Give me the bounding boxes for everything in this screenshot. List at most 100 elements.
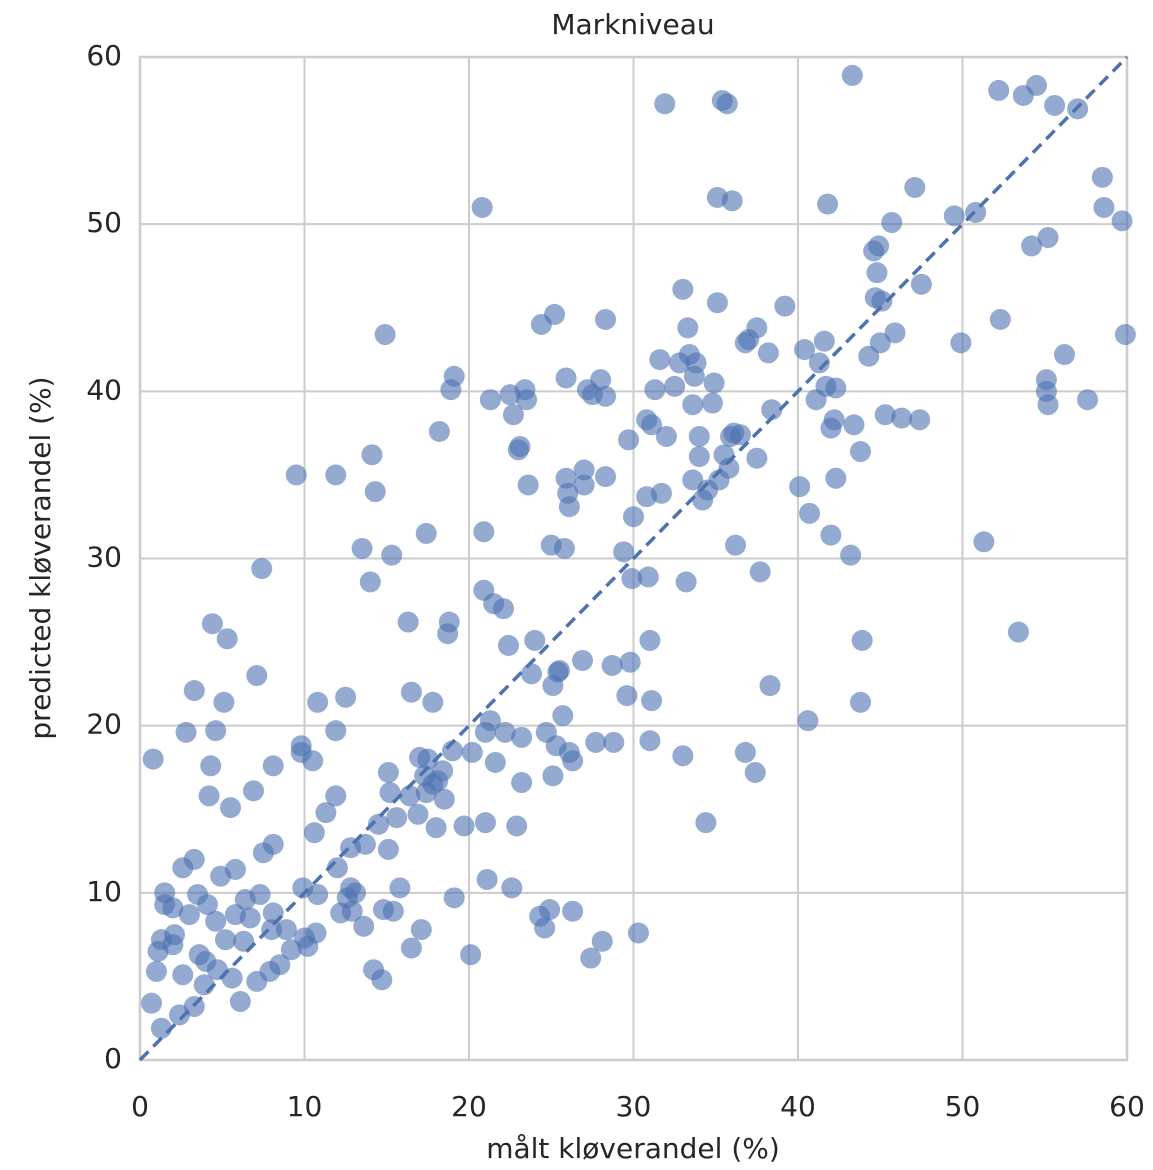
scatter-point [672,278,694,300]
scatter-point [521,663,543,685]
x-tick-label: 60 [1109,1090,1145,1123]
scatter-point [1093,196,1115,218]
scatter-point [453,815,475,837]
scatter-point [325,464,347,486]
scatter-point [374,323,396,345]
x-tick-label: 0 [131,1090,149,1123]
scatter-point [497,634,519,656]
scatter-point [178,904,200,926]
scatter-point [621,568,643,590]
scatter-point [813,330,835,352]
scatter-point [172,964,194,986]
scatter-point [654,93,676,115]
scatter-point [425,817,447,839]
scatter-point [774,295,796,317]
scatter-point [183,680,205,702]
scatter-point [558,496,580,518]
scatter-point [142,748,164,770]
scatter-point [422,691,444,713]
scatter-point [400,937,422,959]
scatter-point [761,399,783,421]
scatter-point [471,196,493,218]
scatter-point [196,894,218,916]
scatter-point [246,665,268,687]
scatter-point [386,807,408,829]
scatter-point [572,649,594,671]
scatter-point [1044,94,1066,116]
scatter-point [682,469,704,491]
scatter-point [335,686,357,708]
scatter-point [493,598,515,620]
scatter-point [789,476,811,498]
scatter-point [361,444,383,466]
scatter-point [843,414,865,436]
plot-frame [138,55,1129,1062]
y-tick-label: 40 [86,373,122,406]
scatter-point [682,394,704,416]
scatter-point [943,205,965,227]
scatter-point [305,922,327,944]
scatter-point [461,741,483,763]
scatter-point [175,721,197,743]
scatter-point [542,765,564,787]
scatter-point [162,897,184,919]
scatter-point [639,730,661,752]
x-axis-label: målt kløverandel (%) [486,1132,780,1165]
scatter-point [417,748,439,770]
scatter-point [759,675,781,697]
scatter-point [1026,74,1048,96]
scatter-point [850,691,872,713]
scatter-point [501,877,523,899]
scatter-point [432,760,454,782]
scatter-point [539,899,561,921]
scatter-point [718,457,740,479]
scatter-point [205,720,227,742]
scatter-point [874,404,896,426]
scatter-point [744,761,766,783]
scatter-point [555,367,577,389]
scatter-point [216,628,238,650]
scatter-point [548,660,570,682]
scatter-point [341,900,363,922]
scatter-point [307,691,329,713]
scatter-point [817,193,839,215]
scatter-point [213,691,235,713]
scatter-point [205,910,227,932]
scatter-point [871,290,893,312]
scatter-point [325,720,347,742]
scatter-point [438,611,460,633]
scatter-point [479,710,501,732]
scatter-point [616,685,638,707]
scatter-point [851,629,873,651]
scatter-point [1111,210,1133,232]
scatter-point [677,317,699,339]
scatter-point [688,446,710,468]
scatter-point [797,710,819,732]
scatter-point [603,731,625,753]
scatter-point [364,481,386,503]
scatter-point [377,838,399,860]
scatter-point [269,954,291,976]
scatter-point [443,365,465,387]
scatter-point [1037,227,1059,249]
scatter-point [729,424,751,446]
scatter-point [351,537,373,559]
scatter-point [734,741,756,763]
scatter-point [506,815,528,837]
scatter-point [243,780,265,802]
scatter-point [823,409,845,431]
scatter-point [381,544,403,566]
scatter-point [585,731,607,753]
scatter-point [825,467,847,489]
scatter-point [641,690,663,712]
scatter-point [221,967,243,989]
scatter-point [198,785,220,807]
scatter-point [261,919,283,941]
y-tick-label: 0 [104,1042,122,1075]
scatter-point [590,369,612,391]
scatter-point [1021,235,1043,257]
scatter-point [443,887,465,909]
scatter-point [562,750,584,772]
scatter-point [649,349,671,371]
